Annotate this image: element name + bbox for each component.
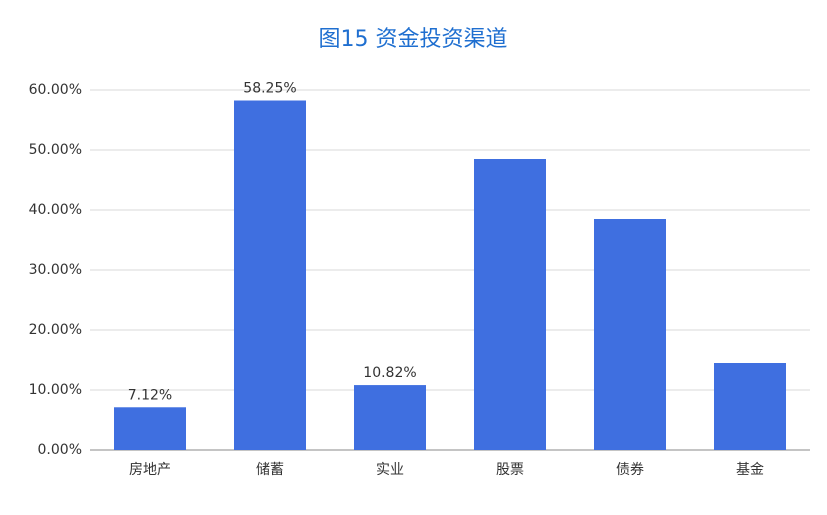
value-label: 10.82% bbox=[363, 365, 416, 381]
x-tick-label: 债券 bbox=[616, 462, 644, 478]
bar bbox=[714, 363, 786, 450]
bar bbox=[474, 159, 546, 450]
value-label: 58.25% bbox=[243, 81, 296, 97]
y-tick-label: 10.00% bbox=[29, 382, 82, 398]
x-tick-label: 储蓄 bbox=[256, 462, 284, 478]
y-tick-label: 50.00% bbox=[29, 142, 82, 158]
y-tick-label: 40.00% bbox=[29, 202, 82, 218]
y-tick-label: 60.00% bbox=[29, 82, 82, 98]
value-label: 7.12% bbox=[128, 387, 172, 403]
x-tick-label: 基金 bbox=[736, 461, 764, 478]
bar bbox=[234, 100, 306, 450]
y-tick-label: 0.00% bbox=[38, 442, 82, 458]
bar bbox=[354, 385, 426, 450]
x-tick-label: 股票 bbox=[496, 462, 524, 478]
bar bbox=[594, 219, 666, 450]
x-tick-label: 房地产 bbox=[129, 462, 171, 478]
bar bbox=[114, 407, 186, 450]
y-tick-label: 20.00% bbox=[29, 322, 82, 338]
chart-title: 图15 资金投资渠道 bbox=[319, 27, 508, 52]
x-tick-label: 实业 bbox=[376, 462, 404, 478]
y-tick-label: 30.00% bbox=[29, 262, 82, 278]
